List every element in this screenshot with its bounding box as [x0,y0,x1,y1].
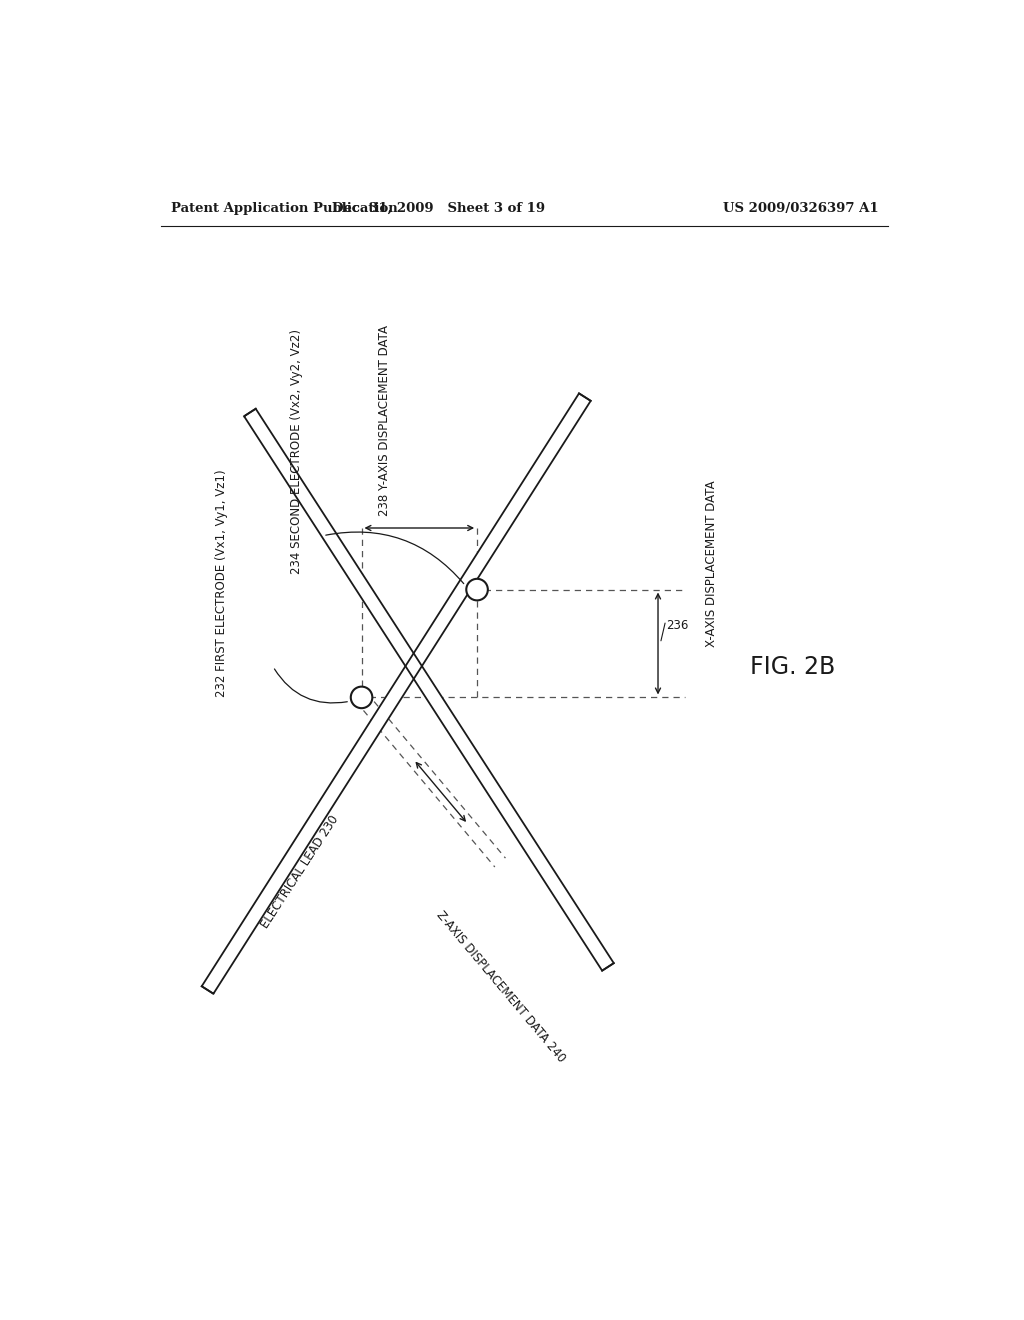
Text: US 2009/0326397 A1: US 2009/0326397 A1 [723,202,879,215]
Text: 234 SECOND ELECTRODE (Vx2, Vy2, Vz2): 234 SECOND ELECTRODE (Vx2, Vy2, Vz2) [290,329,303,574]
Polygon shape [202,393,591,994]
Text: 238 Y-AXIS DISPLACEMENT DATA: 238 Y-AXIS DISPLACEMENT DATA [378,326,391,516]
Text: Z-AXIS DISPLACEMENT DATA 240: Z-AXIS DISPLACEMENT DATA 240 [433,909,567,1065]
Text: Patent Application Publication: Patent Application Publication [171,202,397,215]
Text: Dec. 31, 2009   Sheet 3 of 19: Dec. 31, 2009 Sheet 3 of 19 [332,202,545,215]
Circle shape [466,578,487,601]
Text: ELECTRICAL LEAD 230: ELECTRICAL LEAD 230 [258,813,341,931]
Text: 232 FIRST ELECTRODE (Vx1, Vy1, Vz1): 232 FIRST ELECTRODE (Vx1, Vy1, Vz1) [215,470,228,697]
Text: FIG. 2B: FIG. 2B [751,655,836,678]
Text: 236: 236 [666,619,688,632]
Text: X-AXIS DISPLACEMENT DATA: X-AXIS DISPLACEMENT DATA [706,480,719,647]
Circle shape [351,686,373,708]
Polygon shape [244,409,613,970]
